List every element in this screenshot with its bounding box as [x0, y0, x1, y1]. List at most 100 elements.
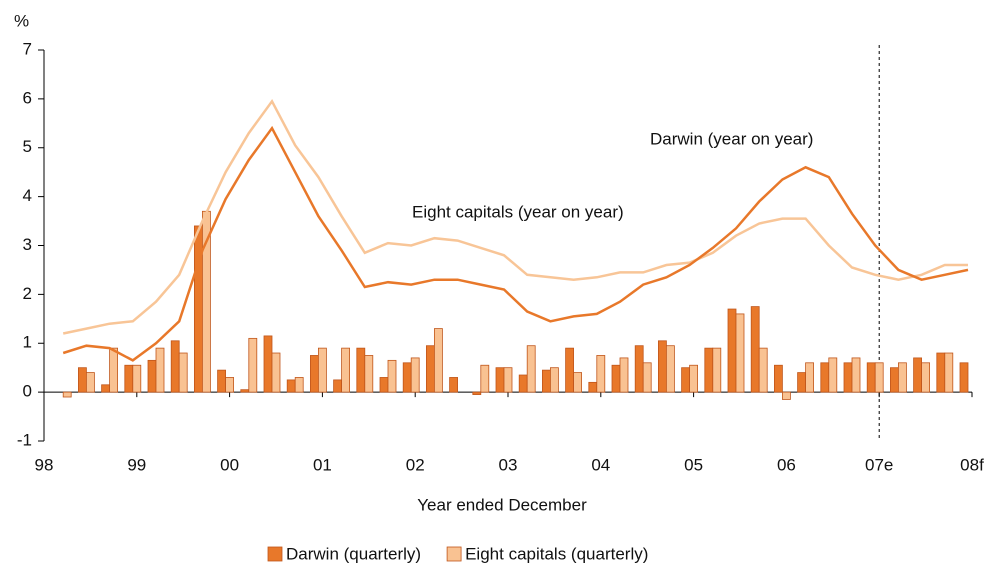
- bar: [959, 362, 969, 393]
- bar: [402, 362, 412, 393]
- bar: [286, 379, 296, 393]
- bar: [750, 306, 760, 393]
- bar: [364, 355, 374, 393]
- bar: [843, 362, 853, 393]
- legend-swatch: [446, 546, 462, 562]
- bar: [410, 357, 420, 393]
- y-tick-label: 1: [23, 333, 32, 352]
- bar: [573, 372, 582, 393]
- bar: [689, 364, 698, 393]
- bar: [758, 347, 768, 393]
- bar: [480, 364, 490, 393]
- legend-swatch: [267, 546, 283, 562]
- bar: [271, 352, 281, 393]
- bar: [542, 369, 551, 393]
- bar: [704, 347, 714, 393]
- x-tick-label: 05: [684, 455, 703, 474]
- bar: [147, 359, 157, 393]
- bar: [225, 377, 235, 393]
- y-tick-label: 2: [23, 284, 32, 303]
- bar: [387, 359, 397, 393]
- x-tick-label: 01: [313, 455, 332, 474]
- bar: [898, 362, 907, 393]
- bar: [550, 367, 559, 393]
- bar: [851, 357, 861, 393]
- bar: [333, 379, 343, 393]
- bar: [86, 372, 95, 393]
- y-tick-label: 4: [23, 186, 32, 205]
- bar: [62, 391, 72, 398]
- bar: [735, 313, 745, 393]
- bar: [155, 347, 165, 393]
- bar: [526, 345, 536, 393]
- bar: [178, 352, 188, 393]
- bar: [797, 372, 806, 393]
- bar: [805, 362, 814, 393]
- bar: [472, 391, 482, 395]
- line: [62, 125, 969, 362]
- bar: [782, 391, 791, 400]
- x-tick-label: 07e: [865, 455, 893, 474]
- bar: [913, 357, 922, 393]
- x-tick-label: 06: [777, 455, 796, 474]
- bar: [634, 345, 644, 393]
- bar: [596, 355, 606, 393]
- x-tick-label: 03: [499, 455, 518, 474]
- bar: [666, 345, 675, 393]
- y-axis-label: %: [14, 11, 29, 30]
- bar: [619, 357, 629, 393]
- bar: [565, 347, 574, 393]
- x-tick-label: 00: [220, 455, 239, 474]
- y-tick-label: 6: [23, 88, 32, 107]
- x-tick-label: 98: [35, 455, 54, 474]
- bar: [712, 347, 722, 393]
- x-axis-label: Year ended December: [417, 495, 587, 514]
- bar: [642, 362, 652, 393]
- bar: [890, 367, 899, 393]
- bar: [944, 352, 954, 393]
- legend-label: Darwin (quarterly): [286, 544, 421, 563]
- bar: [828, 357, 838, 393]
- bar: [124, 364, 134, 393]
- y-tick-label: -1: [17, 430, 32, 449]
- annotation: Darwin (year on year): [650, 129, 813, 148]
- x-tick-label: 99: [127, 455, 146, 474]
- bar: [263, 335, 273, 393]
- bar: [936, 352, 946, 393]
- legend-label: Eight capitals (quarterly): [465, 544, 648, 563]
- bar: [449, 377, 459, 393]
- bar: [201, 210, 211, 393]
- bar: [433, 328, 443, 393]
- bar: [294, 377, 304, 393]
- bar: [503, 367, 513, 393]
- bar: [774, 364, 783, 393]
- bar: [495, 367, 505, 393]
- bar: [379, 377, 389, 393]
- bar: [874, 362, 884, 393]
- bar: [132, 364, 142, 393]
- bar: [658, 340, 667, 393]
- bar: [727, 308, 737, 393]
- y-tick-label: 0: [23, 382, 32, 401]
- bar: [101, 384, 110, 393]
- bar: [356, 347, 366, 393]
- bar: [170, 340, 180, 393]
- y-tick-label: 7: [23, 39, 32, 58]
- y-tick-label: 3: [23, 235, 32, 254]
- bar: [217, 369, 227, 393]
- bar: [341, 347, 351, 393]
- x-tick-label: 04: [591, 455, 610, 474]
- x-tick-label: 08f: [960, 455, 984, 474]
- x-tick-label: 02: [406, 455, 425, 474]
- bar: [309, 355, 319, 393]
- bar: [611, 364, 621, 393]
- bar: [425, 345, 435, 393]
- bar: [866, 362, 876, 393]
- annotation: Eight capitals (year on year): [412, 202, 624, 221]
- bar: [518, 374, 528, 393]
- bar: [78, 367, 87, 393]
- bar: [109, 347, 118, 393]
- bar: [248, 337, 258, 393]
- bar: [921, 362, 930, 393]
